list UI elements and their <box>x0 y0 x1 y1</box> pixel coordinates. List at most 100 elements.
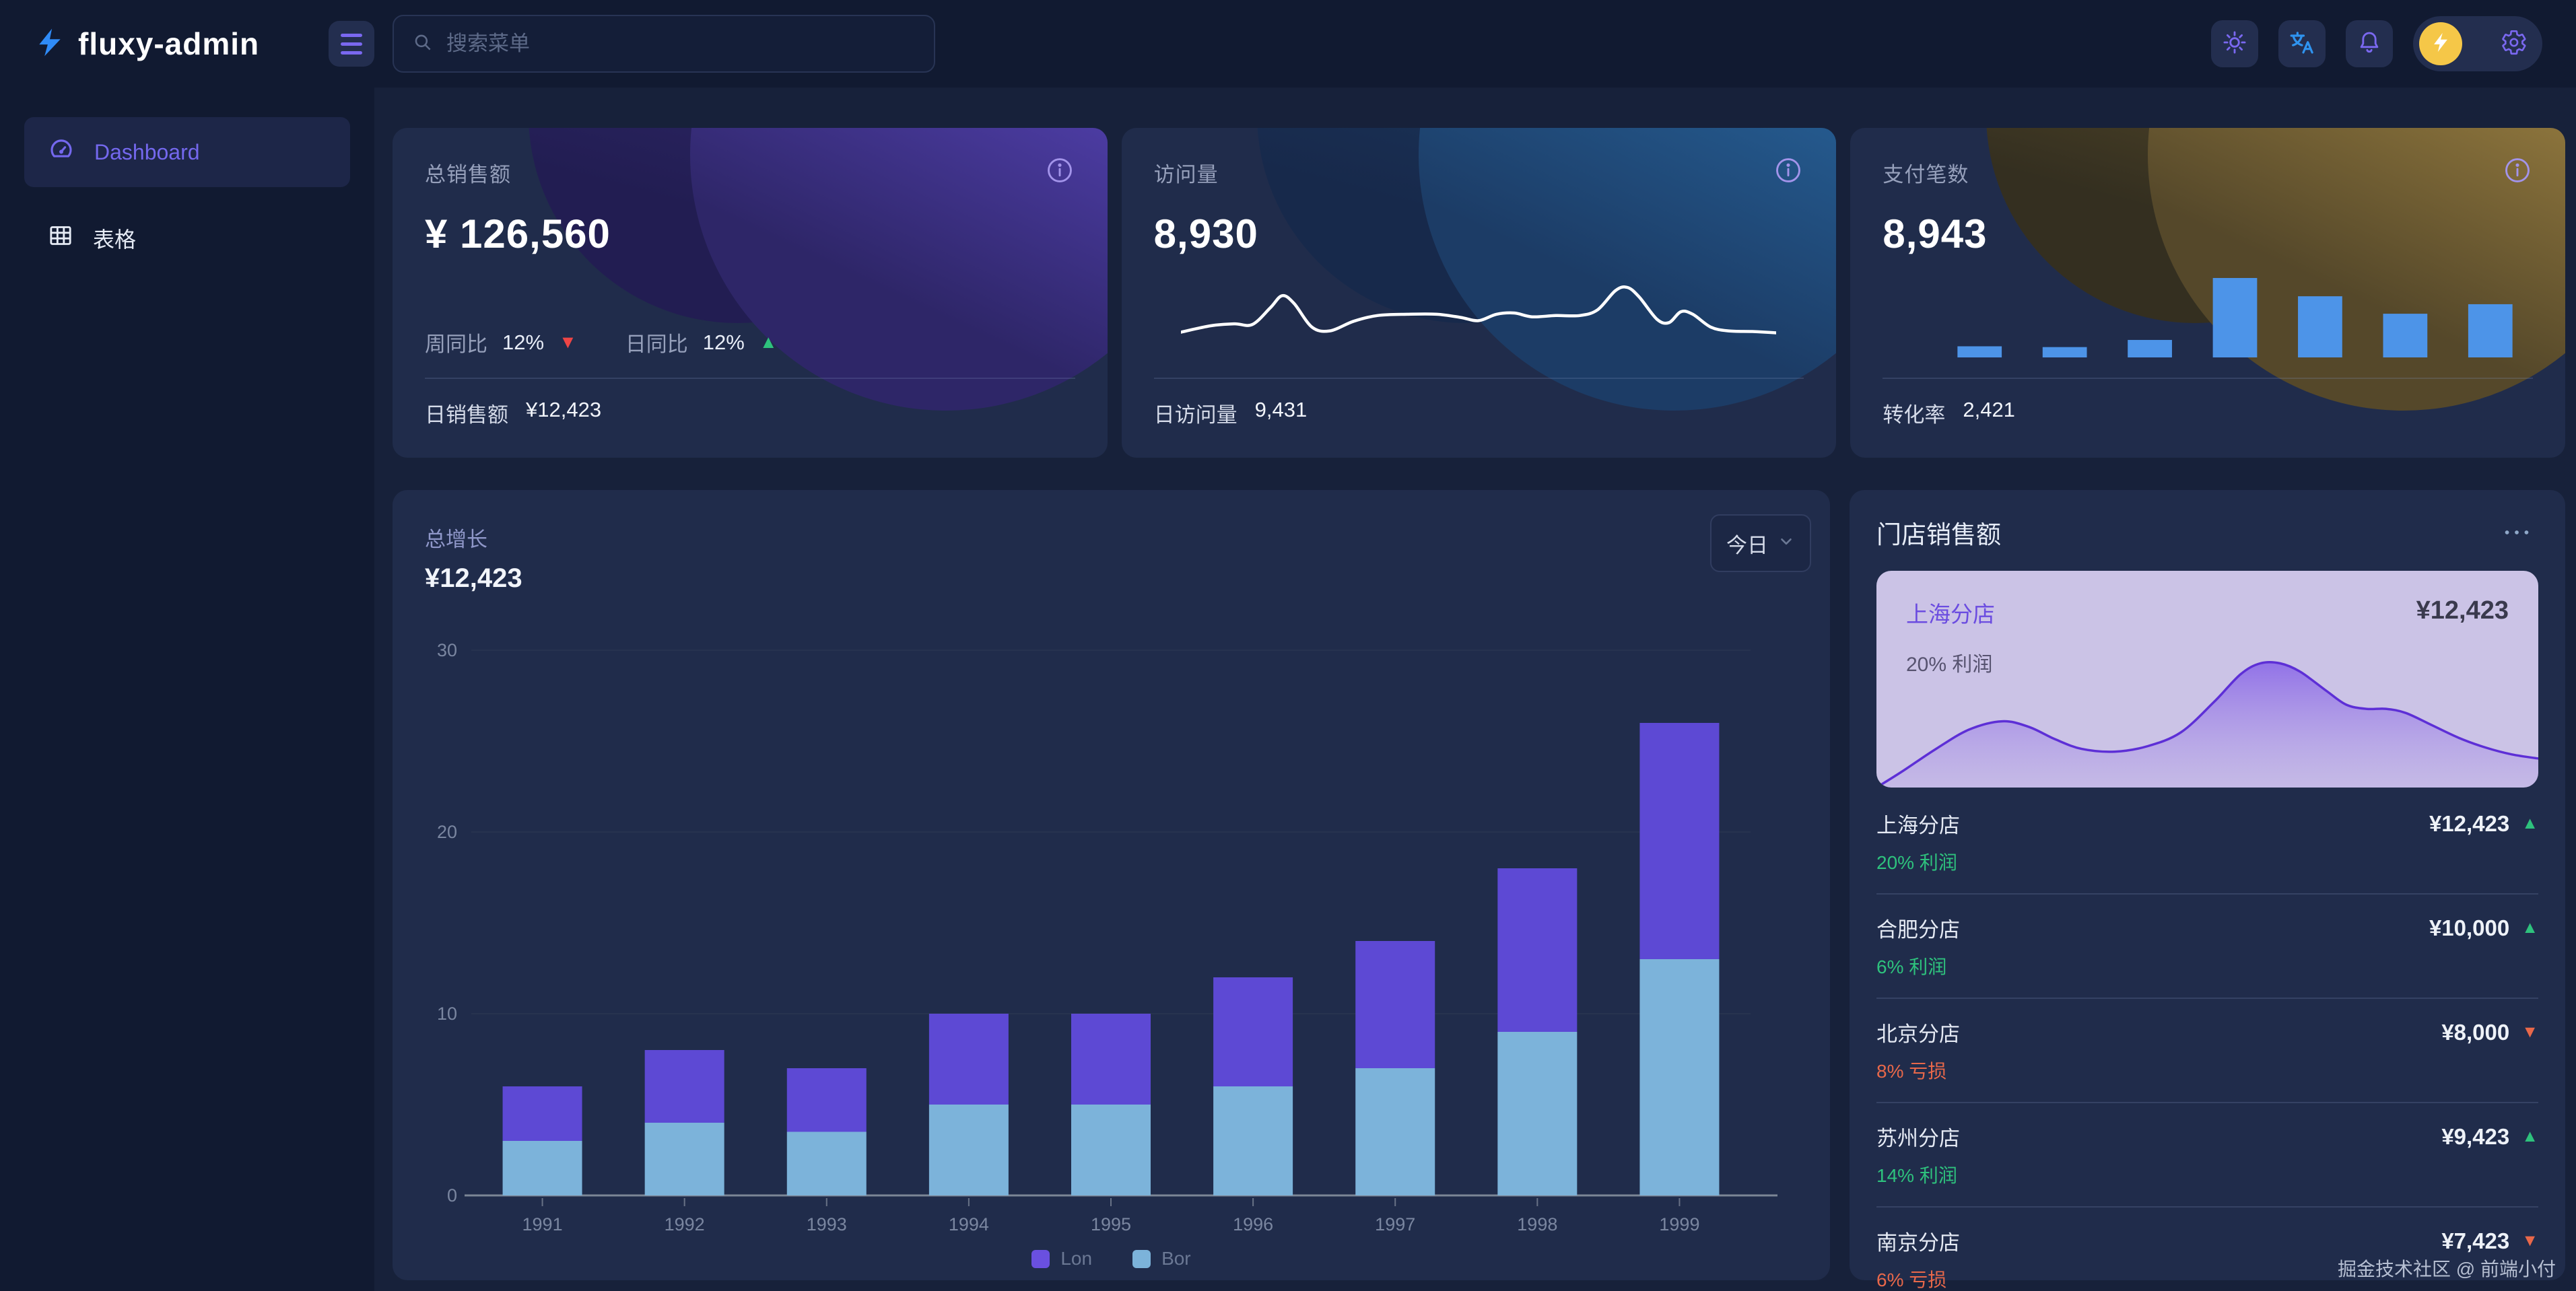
store-list-item[interactable]: 北京分店 ¥8,000 ▼ 8% 亏损 <box>1876 999 2538 1103</box>
store-list: 上海分店 ¥12,423 ▲ 20% 利润 合肥分店 ¥10,000 ▲ 6% … <box>1876 790 2538 1291</box>
store-panel-title: 门店销售额 <box>1876 521 2001 549</box>
store-value: ¥10,000 <box>2429 915 2510 940</box>
trend-icon: ▼ <box>2521 1231 2538 1250</box>
store-name: 北京分店 <box>1876 1022 1960 1046</box>
metric-week-on-week: 周同比 12% ▼ <box>425 330 577 357</box>
app-logo: fluxy-admin <box>35 0 259 88</box>
sidebar-item-label: 表格 <box>93 228 137 252</box>
featured-store-card[interactable]: 上海分店 ¥12,423 20% 利润 <box>1876 571 2538 788</box>
trend-icon: ▲ <box>759 332 778 352</box>
legend-item-lon[interactable]: Lon <box>1031 1248 1092 1269</box>
stat-card-value: ¥ 126,560 <box>425 211 611 256</box>
store-list-item[interactable]: 合肥分店 ¥10,000 ▲ 6% 利润 <box>1876 895 2538 999</box>
svg-text:1997: 1997 <box>1375 1214 1415 1234</box>
search-icon <box>411 31 434 57</box>
info-icon[interactable] <box>1773 155 1804 186</box>
trend-icon: ▼ <box>559 332 577 352</box>
featured-store-area-chart <box>1876 660 2538 788</box>
search-input[interactable] <box>446 32 916 56</box>
store-list-item[interactable]: 南京分店 ¥7,423 ▼ 6% 亏损 <box>1876 1208 2538 1291</box>
metric-day-on-day: 日同比 12% ▲ <box>625 330 778 357</box>
footer-value: 2,421 <box>1963 398 2015 421</box>
store-name: 苏州分店 <box>1876 1127 1960 1150</box>
user-menu[interactable] <box>2413 16 2542 71</box>
svg-text:1993: 1993 <box>807 1214 847 1234</box>
date-range-dropdown[interactable]: 今日 <box>1710 514 1811 572</box>
stat-card-label: 总销售额 <box>425 163 511 186</box>
sidebar-item-table[interactable]: 表格 <box>24 203 350 273</box>
topbar: fluxy-admin <box>0 0 2576 88</box>
table-icon <box>47 222 74 254</box>
store-profit-label: 14% 利润 <box>1876 1165 1957 1186</box>
trend-icon: ▲ <box>2521 1127 2538 1146</box>
chevron-down-icon <box>1777 531 1795 555</box>
svg-text:1999: 1999 <box>1659 1214 1699 1234</box>
footer-label: 日销售额 <box>425 403 508 427</box>
lightning-bolt-icon <box>35 24 65 65</box>
trend-icon: ▼ <box>2521 1022 2538 1041</box>
svg-text:0: 0 <box>447 1185 457 1206</box>
info-icon[interactable] <box>2502 155 2533 186</box>
gauge-icon <box>47 135 75 169</box>
growth-chart-value: ¥12,423 <box>425 563 522 593</box>
svg-text:1995: 1995 <box>1091 1214 1131 1234</box>
featured-store-profit: 20% 利润 <box>1906 654 1993 676</box>
trend-icon: ▲ <box>2521 814 2538 833</box>
store-list-item[interactable]: 上海分店 ¥12,423 ▲ 20% 利润 <box>1876 790 2538 895</box>
svg-text:20: 20 <box>437 822 457 842</box>
search-box[interactable] <box>393 15 935 73</box>
divider <box>1153 378 1804 379</box>
theme-toggle-button[interactable] <box>2211 20 2258 67</box>
svg-text:30: 30 <box>437 640 457 660</box>
sidebar-item-label: Dashboard <box>94 139 200 164</box>
stat-card-label: 访问量 <box>1153 163 1219 186</box>
translate-icon <box>2289 29 2315 59</box>
visits-sparkline-chart <box>1180 285 1776 335</box>
stat-card-total-sales: 总销售额 ¥ 126,560 周同比 12% ▼ 日同比 12% ▲ 日销售额 … <box>393 128 1108 458</box>
settings-gear-icon[interactable] <box>2501 29 2528 59</box>
legend-item-bor[interactable]: Bor <box>1132 1248 1191 1269</box>
divider <box>1883 378 2534 379</box>
stat-card-value: 8,943 <box>1883 211 1988 256</box>
lightning-bolt-icon <box>2429 29 2452 59</box>
store-profit-label: 6% 亏损 <box>1876 1269 1947 1290</box>
svg-text:1992: 1992 <box>665 1214 705 1234</box>
svg-text:1996: 1996 <box>1233 1214 1273 1234</box>
watermark: 掘金技术社区 @ 前端小付 <box>2338 1259 2556 1280</box>
store-name: 上海分店 <box>1876 814 1960 837</box>
sidebar-item-dashboard[interactable]: Dashboard <box>24 117 350 187</box>
stat-card-payments: 支付笔数 8,943 转化率 2,421 <box>1850 128 2566 458</box>
svg-text:1994: 1994 <box>949 1214 989 1234</box>
stat-card-visits: 访问量 8,930 日访问量 9,431 <box>1121 128 1837 458</box>
language-switch-button[interactable] <box>2278 20 2326 67</box>
stat-card-value: 8,930 <box>1153 211 1258 256</box>
footer-value: 9,431 <box>1254 398 1308 421</box>
growth-chart-title: 总增长 <box>425 528 487 551</box>
notifications-button[interactable] <box>2346 20 2393 67</box>
ellipsis-icon[interactable] <box>2495 522 2538 543</box>
growth-chart-card: 总增长 ¥12,423 今日 0 10 20 30 1991 1992 1993 1994 19… <box>393 490 1830 1280</box>
featured-store-name: 上海分店 <box>1906 602 1995 627</box>
user-avatar[interactable] <box>2419 22 2462 65</box>
divider <box>425 378 1075 379</box>
store-value: ¥8,000 <box>2441 1019 2510 1045</box>
stat-card-label: 支付笔数 <box>1883 163 1969 186</box>
store-profit-label: 20% 利润 <box>1876 852 1957 873</box>
store-name: 南京分店 <box>1876 1231 1960 1255</box>
store-list-item[interactable]: 苏州分店 ¥9,423 ▲ 14% 利润 <box>1876 1103 2538 1208</box>
bell-icon <box>2357 30 2382 59</box>
trend-icon: ▲ <box>2521 918 2538 937</box>
svg-text:10: 10 <box>437 1004 457 1024</box>
menu-toggle-button[interactable] <box>329 21 374 67</box>
info-icon[interactable] <box>1044 155 1075 186</box>
store-name: 合肥分店 <box>1876 918 1960 942</box>
store-sales-panel: 门店销售额 上海分店 ¥12,423 20% 利润 上海分店 ¥12,423 ▲… <box>1850 490 2565 1290</box>
sun-icon <box>2222 30 2247 59</box>
legend-swatch <box>1132 1249 1151 1268</box>
footer-label: 日访问量 <box>1153 403 1238 427</box>
svg-text:1998: 1998 <box>1517 1214 1557 1234</box>
store-value: ¥7,423 <box>2441 1228 2510 1253</box>
footer-value: ¥12,423 <box>526 398 602 421</box>
svg-text:1991: 1991 <box>522 1214 563 1234</box>
chart-legend: Lon Bor <box>393 1248 1830 1269</box>
